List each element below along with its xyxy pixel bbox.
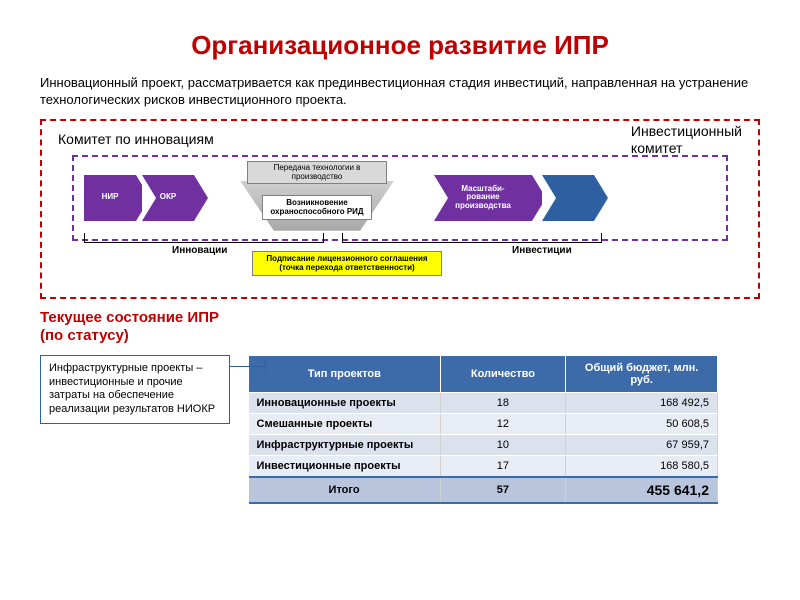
table-header-row: Тип проектов Количество Общий бюджет, мл… bbox=[249, 355, 718, 392]
cell-count: 18 bbox=[440, 392, 566, 413]
stage-invest-arrow bbox=[542, 175, 594, 221]
process-diagram: Комитет по инновациям Инвестиционный ком… bbox=[40, 119, 760, 299]
brace-label-investments: Инвестиции bbox=[512, 245, 572, 256]
cell-count: 12 bbox=[440, 413, 566, 434]
page-title: Организационное развитие ИПР bbox=[40, 30, 760, 61]
lower-section: Инфраструктурные проекты – инвестиционны… bbox=[40, 355, 760, 504]
table-row: Смешанные проекты 12 50 608,5 bbox=[249, 413, 718, 434]
cell-type: Инфраструктурные проекты bbox=[249, 434, 441, 455]
cell-type: Инновационные проекты bbox=[249, 392, 441, 413]
committee-left-label: Комитет по инновациям bbox=[56, 131, 216, 147]
note-callout: Инфраструктурные проекты – инвестиционны… bbox=[40, 355, 230, 424]
cell-budget: 168 580,5 bbox=[566, 455, 718, 477]
brace-label-innovations: Инновации bbox=[172, 245, 227, 256]
table-row: Инновационные проекты 18 168 492,5 bbox=[249, 392, 718, 413]
note-text: Инфраструктурные проекты – инвестиционны… bbox=[49, 362, 215, 415]
table-total-row: Итого 57 455 641,2 bbox=[249, 477, 718, 503]
status-title: Текущее состояние ИПР (по статусу) bbox=[40, 309, 760, 345]
grey-funnel: Передача технологии в производство Возни… bbox=[212, 161, 422, 241]
stage-okr: ОКР bbox=[142, 175, 194, 221]
cell-count: 17 bbox=[440, 455, 566, 477]
yellow-milestone: Подписание лицензионного соглашения (точ… bbox=[252, 251, 442, 277]
subtitle-text: Инновационный проект, рассматривается ка… bbox=[40, 75, 760, 109]
cell-type: Смешанные проекты bbox=[249, 413, 441, 434]
cell-total-count: 57 bbox=[440, 477, 566, 503]
brace-innovations bbox=[84, 233, 324, 243]
cell-budget: 50 608,5 bbox=[566, 413, 718, 434]
col-budget: Общий бюджет, млн. руб. bbox=[566, 355, 718, 392]
projects-table: Тип проектов Количество Общий бюджет, мл… bbox=[248, 355, 718, 504]
table-row: Инфраструктурные проекты 10 67 959,7 bbox=[249, 434, 718, 455]
brace-investments bbox=[342, 233, 602, 243]
col-count: Количество bbox=[440, 355, 566, 392]
cell-total-budget: 455 641,2 bbox=[566, 477, 718, 503]
stage-nir: НИР bbox=[84, 175, 136, 221]
col-type: Тип проектов bbox=[249, 355, 441, 392]
cell-total-label: Итого bbox=[249, 477, 441, 503]
cell-budget: 168 492,5 bbox=[566, 392, 718, 413]
cell-count: 10 bbox=[440, 434, 566, 455]
funnel-mid-label: Возникновение охраноспособного РИД bbox=[262, 195, 372, 221]
funnel-top-label: Передача технологии в производство bbox=[247, 161, 387, 185]
committee-right-label: Инвестиционный комитет bbox=[629, 121, 744, 159]
cell-budget: 67 959,7 bbox=[566, 434, 718, 455]
table-row: Инвестиционные проекты 17 168 580,5 bbox=[249, 455, 718, 477]
stage-scaling: Масштаби- рование производства bbox=[434, 175, 532, 221]
cell-type: Инвестиционные проекты bbox=[249, 455, 441, 477]
note-connector bbox=[229, 366, 265, 367]
